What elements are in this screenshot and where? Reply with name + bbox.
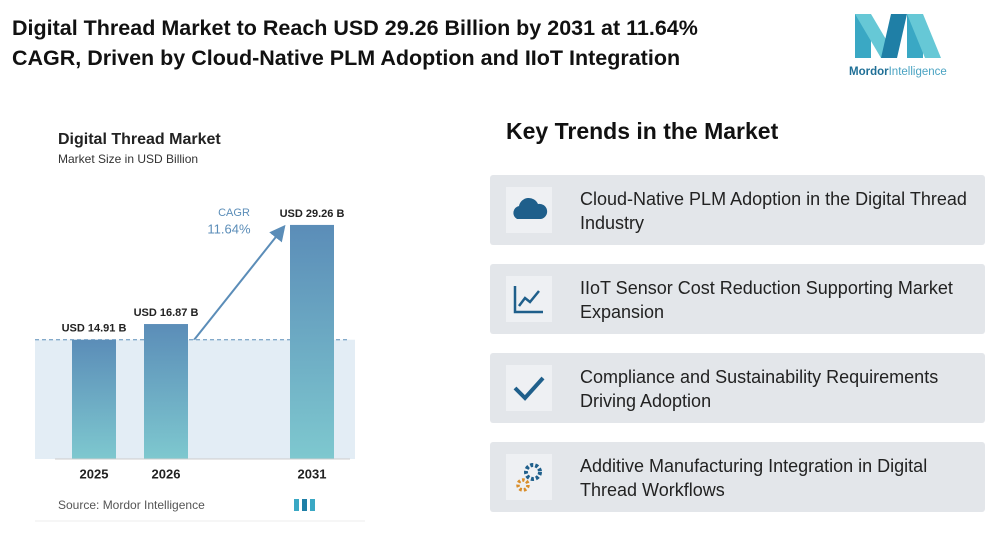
value-label: USD 16.87 B bbox=[134, 307, 199, 319]
trend-text: Compliance and Sustainability Requiremen… bbox=[580, 367, 939, 411]
trend-card: Compliance and Sustainability Requiremen… bbox=[490, 353, 985, 423]
x-tick-label: 2031 bbox=[298, 466, 327, 481]
bar bbox=[144, 324, 188, 459]
trends-title: Key Trends in the Market bbox=[506, 118, 779, 144]
svg-text:MordorIntelligence: MordorIntelligence bbox=[849, 66, 947, 78]
trend-icon bbox=[506, 276, 552, 322]
chart: Digital Thread Market Market Size in USD… bbox=[35, 131, 365, 522]
page-title: Digital Thread Market to Reach USD 29.26… bbox=[12, 16, 698, 40]
value-label: USD 29.26 B bbox=[280, 208, 345, 220]
chart-title: Digital Thread Market bbox=[58, 131, 221, 148]
value-label: USD 14.91 B bbox=[62, 323, 127, 335]
cagr-label: CAGR bbox=[218, 207, 250, 219]
source: Source: Mordor Intelligence bbox=[58, 498, 205, 512]
source-logo bbox=[294, 499, 315, 511]
trend-text: IIoT Sensor Cost Reduction Supporting Ma… bbox=[580, 278, 953, 322]
trend-card: Additive Manufacturing Integration in Di… bbox=[490, 442, 985, 512]
trend-card: Cloud-Native PLM Adoption in the Digital… bbox=[490, 175, 985, 245]
trend-text: Cloud-Native PLM Adoption in the Digital… bbox=[580, 189, 967, 233]
logo-suffix: Intelligence bbox=[889, 66, 947, 78]
cagr-value: 11.64% bbox=[207, 221, 251, 236]
logo-brand: Mordor bbox=[849, 66, 889, 78]
logo: MordorIntelligence bbox=[849, 14, 947, 78]
chart-subtitle: Market Size in USD Billion bbox=[58, 152, 198, 166]
bar bbox=[290, 224, 334, 459]
bar bbox=[72, 339, 116, 459]
page-title: CAGR, Driven by Cloud-Native PLM Adoptio… bbox=[12, 46, 681, 70]
x-tick-label: 2026 bbox=[152, 466, 181, 481]
trend-icon bbox=[506, 365, 552, 411]
trend-card: IIoT Sensor Cost Reduction Supporting Ma… bbox=[490, 264, 985, 334]
x-tick-label: 2025 bbox=[80, 466, 109, 481]
cagr-arrow bbox=[189, 224, 286, 346]
trend-icon bbox=[506, 454, 552, 500]
trend-text: Additive Manufacturing Integration in Di… bbox=[580, 456, 928, 500]
trend-icon bbox=[506, 187, 552, 233]
